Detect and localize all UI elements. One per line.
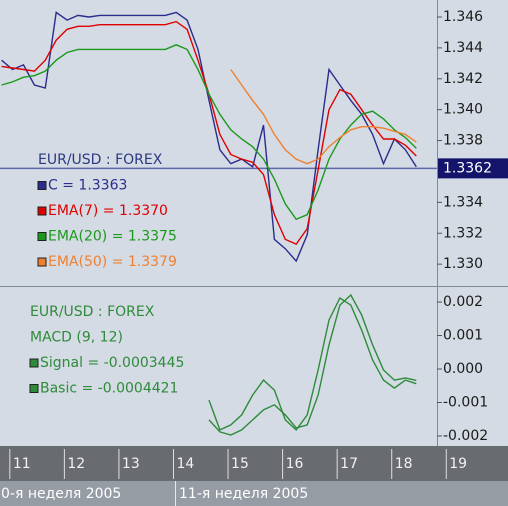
y-tick-label: -0.001	[443, 394, 488, 410]
y-tick-label: 1.346	[443, 9, 483, 25]
y-tick-label: 1.332	[443, 225, 483, 241]
legend-label: Basic = -0.0004421	[40, 381, 178, 397]
x-tick-label: 15	[231, 456, 249, 472]
x-tick-label: 17	[340, 456, 358, 472]
y-tick-label: 0.001	[443, 328, 483, 344]
x-tick-label: 16	[286, 456, 304, 472]
x-tick-label: 13	[122, 456, 140, 472]
legend-swatch	[37, 257, 47, 267]
week-strip	[0, 481, 508, 506]
x-tick-label: 11	[13, 456, 31, 472]
legend-label: EMA(7) = 1.3370	[48, 203, 168, 219]
y-tick-label: 0.002	[443, 294, 483, 310]
legend-title: EUR/USD : FOREX	[30, 304, 155, 320]
legend-swatch	[29, 384, 39, 393]
series-line	[208, 296, 417, 431]
y-tick-label: 1.344	[443, 40, 483, 56]
legend-label: EMA(50) = 1.3379	[48, 254, 177, 270]
current-price-label: 1.3362	[443, 160, 492, 176]
y-tick-label: 1.340	[443, 102, 483, 118]
legend-swatch	[37, 181, 47, 190]
series-line	[208, 293, 417, 436]
y-tick-label: 1.334	[443, 194, 483, 210]
period-label: 11-я неделя 2005	[179, 486, 308, 502]
legend-subtitle: MACD (9, 12)	[30, 330, 123, 346]
y-tick-label: 1.338	[443, 133, 483, 149]
series-line	[230, 69, 417, 165]
y-tick-label: 1.330	[443, 256, 483, 272]
period-label: 0-я неделя 2005	[1, 486, 121, 502]
x-tick-label: 19	[449, 456, 467, 472]
y-tick-label: -0.002	[443, 428, 488, 444]
legend-swatch	[37, 232, 47, 241]
day-strip	[0, 446, 508, 481]
legend-title: EUR/USD : FOREX	[38, 152, 163, 168]
y-tick-label: 1.342	[443, 71, 483, 87]
legend-label: Signal = -0.0003445	[40, 355, 184, 371]
y-tick-label: 0.000	[443, 361, 483, 377]
series-line	[1, 44, 417, 221]
x-tick-label: 14	[176, 456, 194, 472]
legend-swatch	[29, 358, 39, 368]
legend-label: C = 1.3363	[48, 178, 127, 194]
x-tick-label: 18	[395, 456, 413, 472]
current-price-box	[438, 158, 508, 179]
background	[0, 0, 508, 446]
legend-label: EMA(20) = 1.3375	[48, 229, 177, 245]
series-line	[1, 11, 417, 263]
x-tick-label: 12	[67, 456, 85, 472]
legend-swatch	[37, 206, 47, 216]
